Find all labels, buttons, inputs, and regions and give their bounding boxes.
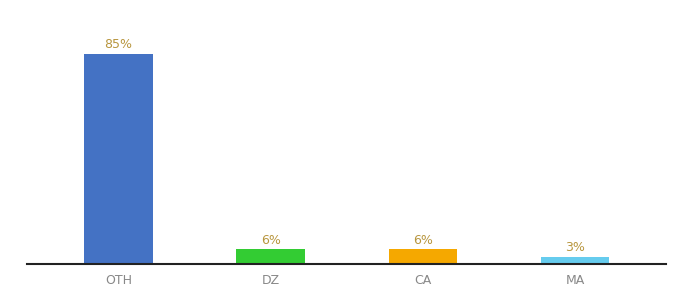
Bar [84, 54, 153, 264]
Text: 6%: 6% [260, 234, 281, 247]
Text: 3%: 3% [565, 241, 585, 254]
Bar [541, 256, 609, 264]
Bar [389, 249, 457, 264]
Bar [237, 249, 305, 264]
Text: 6%: 6% [413, 234, 433, 247]
Text: 85%: 85% [105, 38, 133, 51]
